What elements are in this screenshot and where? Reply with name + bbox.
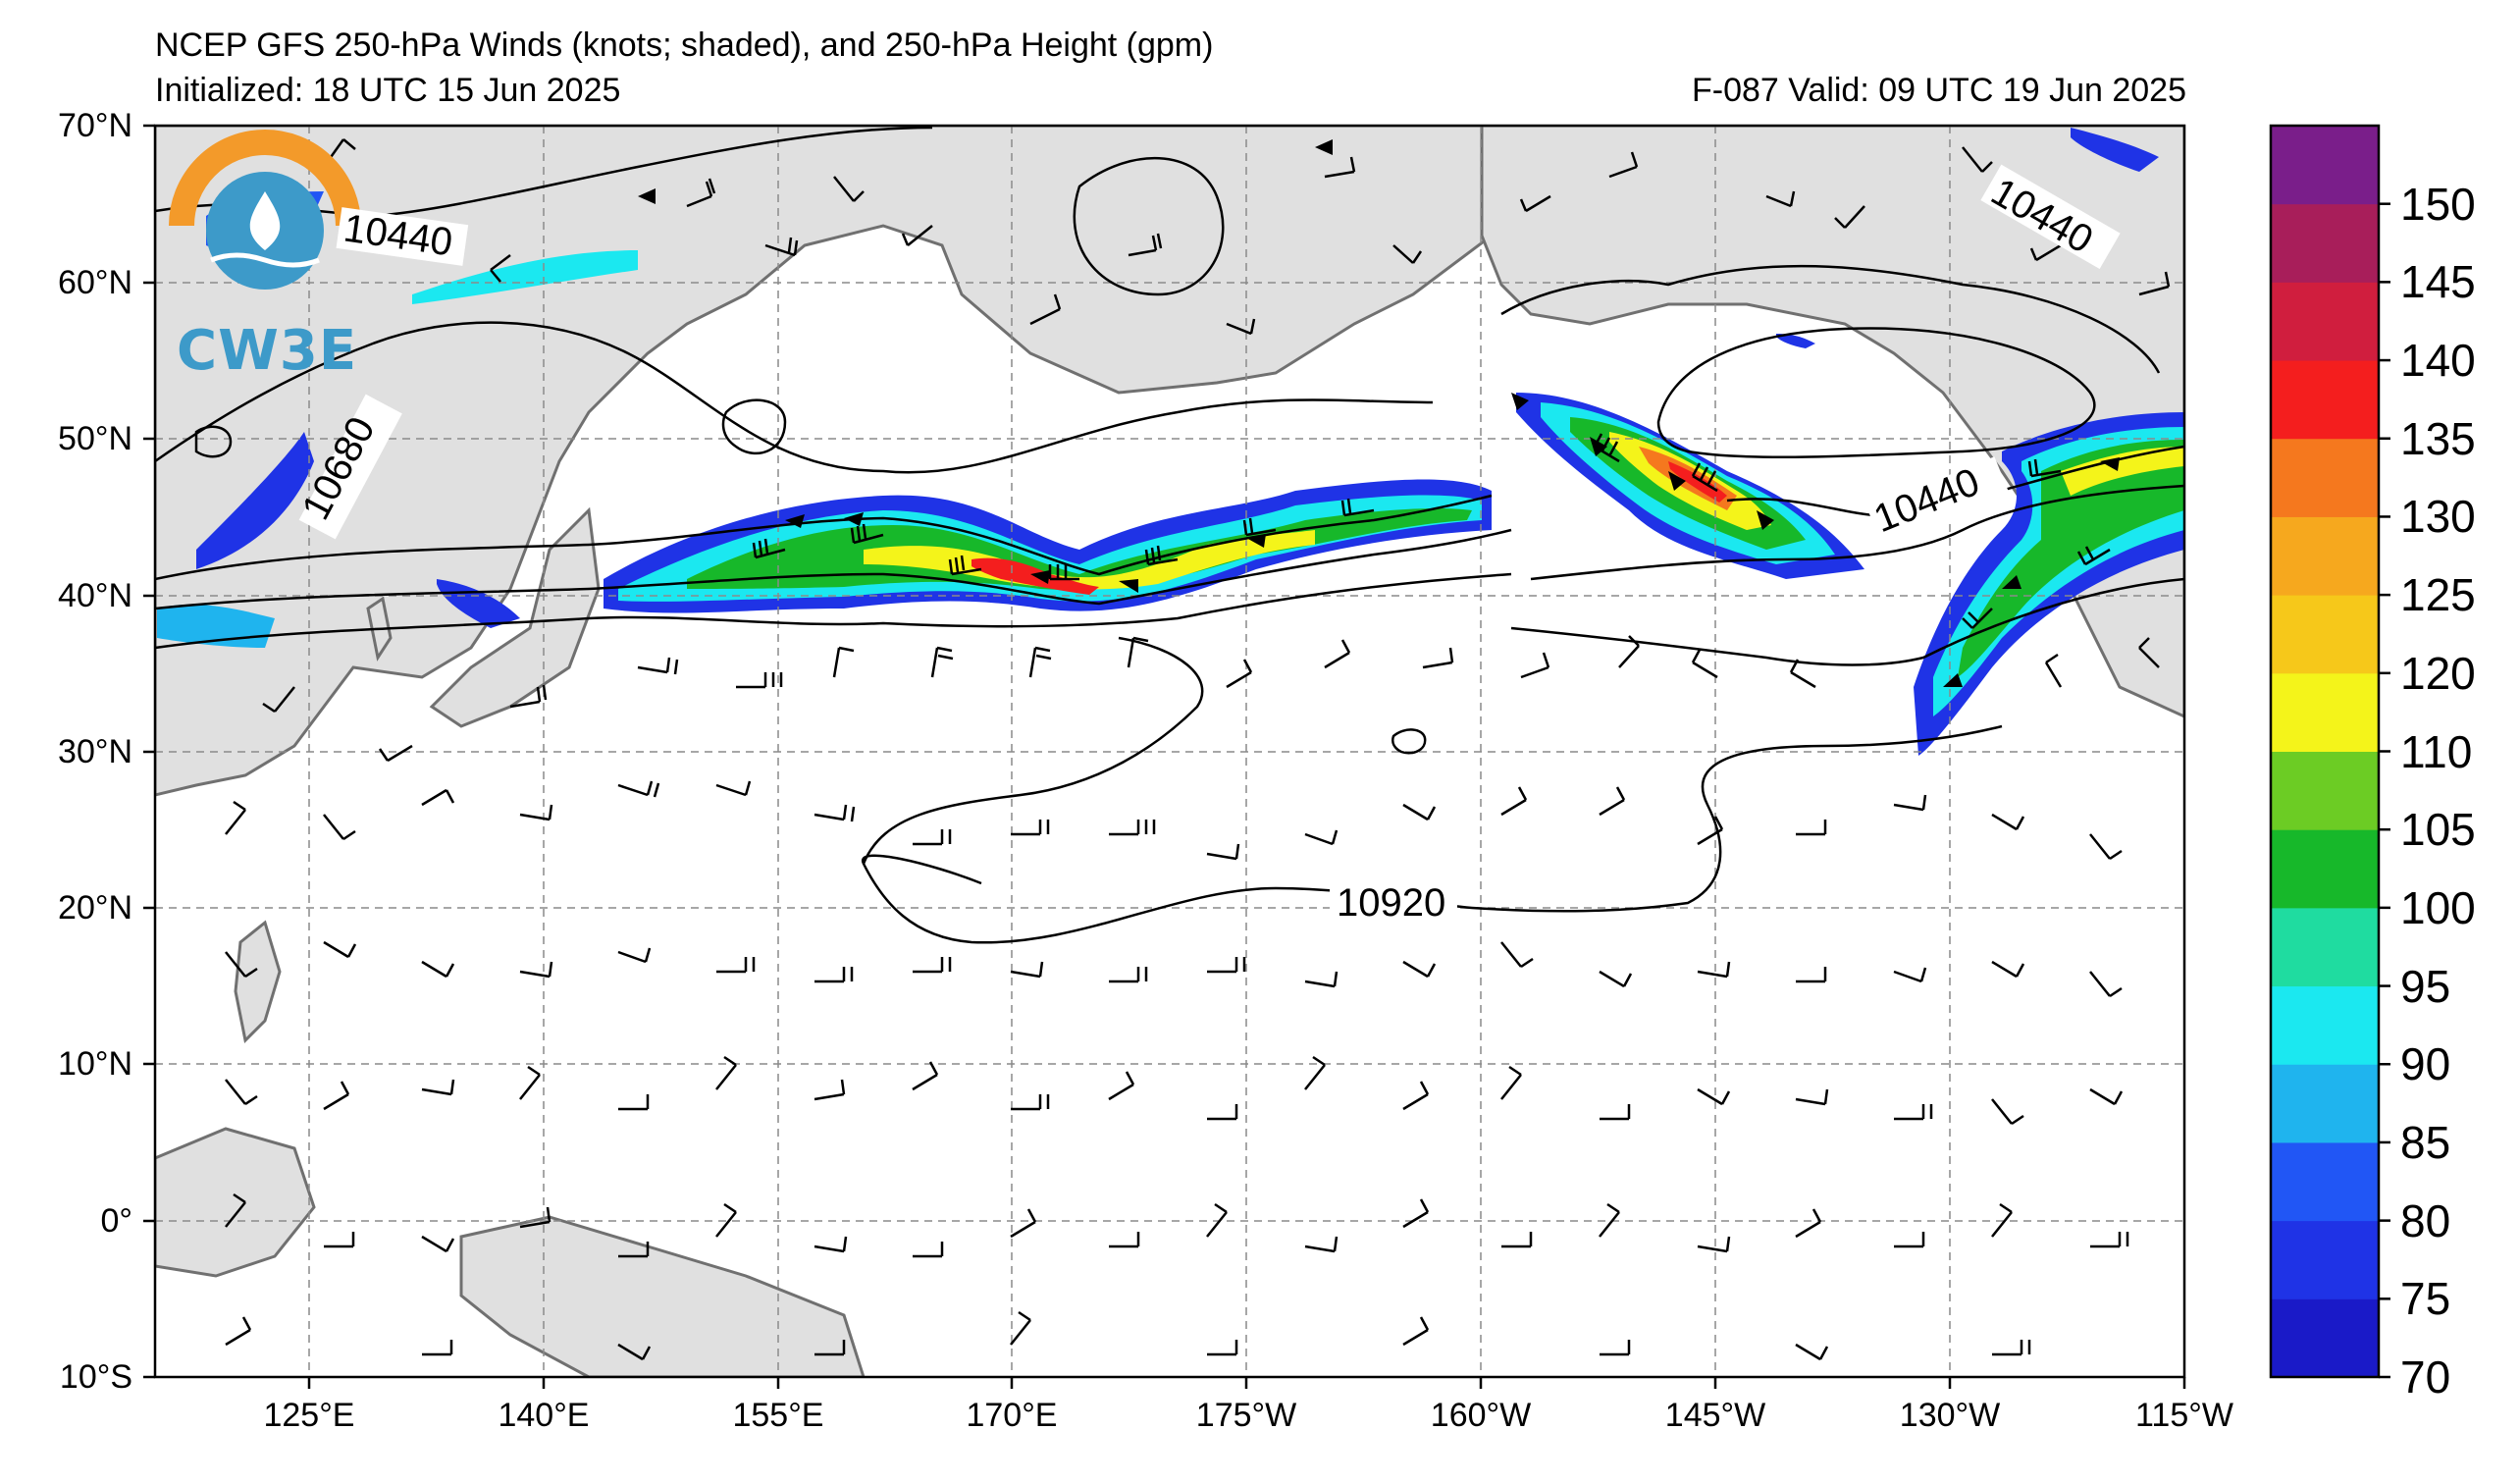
colorbar-label: 110 — [2400, 725, 2473, 777]
height-contours — [155, 126, 2184, 944]
wind-barbs — [225, 138, 2171, 1361]
axis-ticks — [143, 124, 2186, 1389]
lat-label: 0° — [100, 1202, 132, 1240]
colorbar-label: 105 — [2400, 804, 2476, 856]
colorbar-band — [2271, 282, 2379, 361]
contour-okhotsk — [721, 398, 787, 455]
contour-label-boxes — [298, 164, 2121, 925]
colorbar — [2269, 124, 2390, 1379]
lat-label: 50°N — [58, 420, 132, 457]
colorbar-band — [2271, 1298, 2379, 1378]
colorbar-label: 130 — [2400, 491, 2476, 543]
borneo-sulawesi — [155, 1127, 316, 1278]
wind-pennants — [638, 139, 2120, 687]
lon-label: 130°W — [1899, 1397, 2001, 1434]
lon-label: 175°W — [1195, 1397, 1297, 1434]
west-coast-jet — [1914, 412, 2184, 756]
lon-label: 125°E — [263, 1397, 355, 1434]
chart-title: NCEP GFS 250-hPa Winds (knots; shaded), … — [155, 26, 1214, 64]
colorbar-label: 135 — [2400, 412, 2476, 464]
colorbar-band — [2271, 595, 2379, 674]
grid-lines — [155, 126, 2184, 1377]
lon-label: 170°E — [966, 1397, 1058, 1434]
lon-label: 115°W — [2135, 1397, 2233, 1434]
new-guinea — [459, 1215, 866, 1377]
contour-ns — [194, 425, 233, 458]
contour-pacific-a — [155, 494, 1493, 581]
lat-label: 60°N — [58, 264, 132, 301]
colorbar-label: 140 — [2400, 335, 2476, 387]
colorbar-label: 125 — [2400, 569, 2476, 621]
lon-label: 145°W — [1664, 1397, 1766, 1434]
lat-label: 20°N — [58, 889, 132, 927]
lon-label: 155°E — [732, 1397, 824, 1434]
lon-label: 140°E — [498, 1397, 590, 1434]
contour-label: 10920 — [1337, 881, 1446, 925]
colorbar-band — [2271, 1220, 2379, 1299]
logo-wave — [210, 252, 320, 268]
contour-pacific-b — [155, 528, 1512, 610]
colorbar-label: 80 — [2400, 1194, 2451, 1246]
lat-label: 10°S — [59, 1358, 132, 1396]
colorbar-label: 120 — [2400, 647, 2476, 699]
colorbar-label: 75 — [2400, 1273, 2451, 1325]
logo-text: CW3E — [177, 319, 358, 383]
init-time: Initialized: 18 UTC 15 Jun 2025 — [155, 72, 621, 109]
colorbar-label: 85 — [2400, 1116, 2451, 1168]
lat-label: 10°N — [58, 1045, 132, 1083]
colorbar-band — [2271, 985, 2379, 1065]
colorbar-band — [2271, 907, 2379, 987]
colorbar-label: 100 — [2400, 881, 2476, 933]
colorbar-label: 145 — [2400, 256, 2476, 308]
colorbar-band — [2271, 438, 2379, 517]
logo-drop-icon — [249, 191, 281, 250]
lon-label: 160°W — [1430, 1397, 1532, 1434]
lat-label: 40°N — [58, 577, 132, 614]
contour-10680 — [155, 321, 1434, 474]
colorbar-band — [2271, 829, 2379, 909]
colorbar-band — [2271, 1141, 2379, 1222]
contour-alaska-low — [1656, 327, 2096, 459]
contour-n-pac-low — [1073, 157, 1225, 296]
lat-label: 30°N — [58, 733, 132, 770]
colorbar-label: 70 — [2400, 1351, 2451, 1403]
colorbar-bands — [2271, 126, 2379, 1378]
contour-subtropical — [862, 636, 1204, 865]
japan — [429, 506, 601, 728]
lat-label: 70°N — [58, 107, 132, 144]
cw3e-logo — [169, 130, 361, 290]
colorbar-label: 95 — [2400, 960, 2451, 1012]
logo-arc-orange — [169, 130, 361, 227]
contour-small-high — [1391, 728, 1427, 755]
philippines — [234, 920, 282, 1044]
colorbar-band — [2271, 360, 2379, 440]
colorbar-label: 90 — [2400, 1038, 2451, 1090]
contour-pacific-c — [155, 572, 1512, 650]
colorbar-band — [2271, 672, 2379, 752]
colorbar-label: 150 — [2400, 178, 2476, 230]
colorbar-ticks — [2379, 202, 2390, 1379]
contour-alaska-outer — [1500, 264, 2161, 374]
contour-westcoast — [1530, 484, 2184, 581]
valid-time: F-087 Valid: 09 UTC 19 Jun 2025 — [1692, 72, 2186, 109]
colorbar-band — [2271, 751, 2379, 830]
colorbar-band — [2271, 516, 2379, 596]
colorbar-band — [2271, 203, 2379, 283]
colorbar-band — [2271, 126, 2379, 205]
colorbar-band — [2271, 1064, 2379, 1143]
